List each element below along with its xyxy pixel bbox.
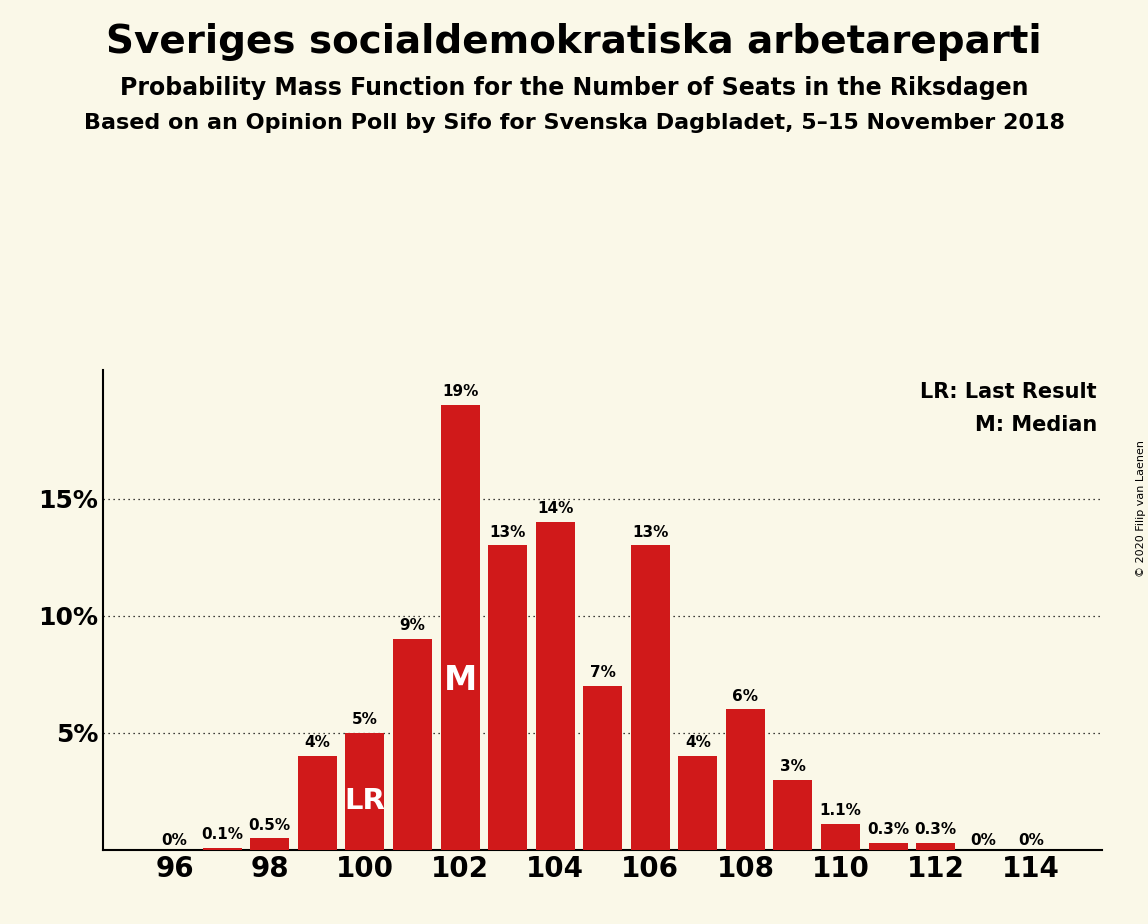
- Text: LR: LR: [344, 787, 386, 815]
- Text: 14%: 14%: [537, 501, 573, 517]
- Text: 0.1%: 0.1%: [201, 827, 243, 842]
- Text: Based on an Opinion Poll by Sifo for Svenska Dagbladet, 5–15 November 2018: Based on an Opinion Poll by Sifo for Sve…: [84, 113, 1064, 133]
- Text: 0.5%: 0.5%: [249, 818, 290, 833]
- Bar: [916, 843, 955, 850]
- Bar: [774, 780, 813, 850]
- Bar: [203, 847, 242, 850]
- Bar: [678, 757, 718, 850]
- Text: 3%: 3%: [779, 759, 806, 774]
- Text: 6%: 6%: [732, 688, 759, 703]
- Text: 0%: 0%: [162, 833, 187, 848]
- Text: 13%: 13%: [489, 525, 526, 540]
- Bar: [441, 405, 480, 850]
- Text: 4%: 4%: [304, 736, 331, 750]
- Text: 0%: 0%: [970, 833, 996, 848]
- Text: 4%: 4%: [685, 736, 711, 750]
- Text: 1.1%: 1.1%: [820, 804, 861, 819]
- Text: Probability Mass Function for the Number of Seats in the Riksdagen: Probability Mass Function for the Number…: [119, 76, 1029, 100]
- Bar: [630, 545, 669, 850]
- Text: 13%: 13%: [633, 525, 668, 540]
- Text: 9%: 9%: [400, 618, 426, 633]
- Text: 7%: 7%: [590, 665, 615, 680]
- Bar: [250, 838, 289, 850]
- Bar: [536, 522, 575, 850]
- Bar: [393, 639, 432, 850]
- Text: © 2020 Filip van Laenen: © 2020 Filip van Laenen: [1135, 440, 1146, 577]
- Bar: [583, 686, 622, 850]
- Text: M: M: [443, 664, 476, 698]
- Bar: [297, 757, 336, 850]
- Bar: [726, 710, 765, 850]
- Bar: [869, 843, 908, 850]
- Text: 5%: 5%: [352, 712, 378, 727]
- Text: 0%: 0%: [1018, 833, 1044, 848]
- Bar: [488, 545, 527, 850]
- Bar: [821, 824, 860, 850]
- Text: 0.3%: 0.3%: [915, 822, 956, 837]
- Text: LR: Last Result: LR: Last Result: [921, 382, 1097, 402]
- Text: M: Median: M: Median: [975, 415, 1097, 435]
- Bar: [346, 733, 385, 850]
- Text: 0.3%: 0.3%: [867, 822, 909, 837]
- Text: 19%: 19%: [442, 383, 479, 399]
- Text: Sveriges socialdemokratiska arbetareparti: Sveriges socialdemokratiska arbetarepart…: [106, 23, 1042, 61]
